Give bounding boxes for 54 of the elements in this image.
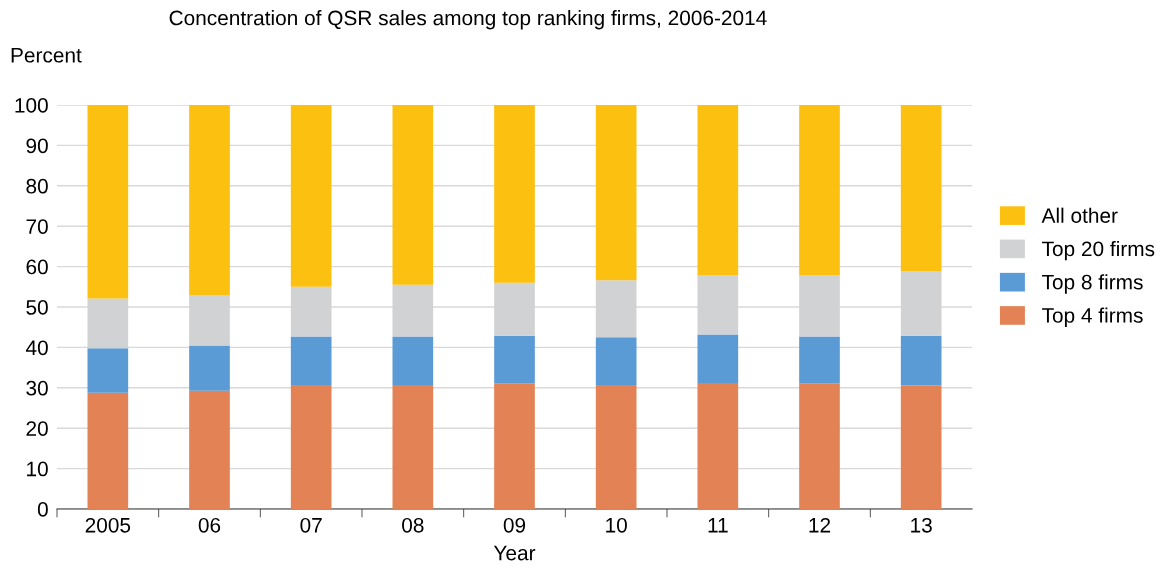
bar: [799, 383, 840, 509]
bar: [290, 105, 332, 287]
chart-title: Concentration of QSR sales among top ranking firms, 2006-2014: [169, 10, 767, 30]
bar: [290, 384, 332, 509]
y-tick-label: 30: [26, 380, 48, 396]
y-tick-label: 100: [15, 98, 48, 113]
y-tick-label: 70: [26, 219, 48, 234]
bar: [392, 105, 434, 285]
y-tick-label: 80: [26, 178, 48, 194]
y-axis-title: Percent: [11, 48, 82, 63]
bar: [595, 384, 637, 509]
bar: [87, 392, 129, 509]
bar: [595, 105, 637, 281]
legend-label: Top 8 firms: [1042, 274, 1143, 294]
bar: [697, 334, 739, 383]
y-tick-label: 40: [25, 340, 48, 356]
legend-label: Top 4 firms: [1042, 307, 1143, 327]
bar: [900, 385, 942, 509]
y-tick-label: 20: [26, 421, 48, 436]
y-tick-label: 10: [27, 461, 48, 477]
x-tick-label: 13: [911, 517, 932, 533]
x-tick-label: 09: [503, 517, 526, 533]
y-tick-label: 0: [37, 502, 48, 517]
bar: [900, 335, 942, 386]
bar: [697, 105, 739, 276]
x-tick-label: 2005: [85, 517, 131, 533]
x-axis-title: Year: [493, 545, 536, 561]
bar: [290, 336, 332, 385]
bar: [87, 105, 129, 299]
bar: [494, 335, 535, 384]
bar: [799, 336, 840, 384]
bar: [799, 105, 840, 276]
bar: [494, 383, 535, 509]
bar: [189, 105, 230, 295]
legend-label: Top 20 firms: [1042, 240, 1155, 261]
x-tick-label: 12: [809, 517, 831, 533]
x-tick-label: 06: [198, 517, 221, 533]
legend-label: All other: [1041, 207, 1118, 223]
bar: [87, 348, 129, 393]
y-tick-label: 90: [26, 138, 48, 154]
x-tick-label: 07: [300, 517, 322, 533]
y-tick-label: 50: [26, 300, 48, 315]
x-tick-label: 10: [606, 517, 627, 533]
bar: [595, 337, 637, 385]
bar: [392, 384, 434, 509]
bar: [494, 105, 535, 283]
x-tick-label: 11: [708, 518, 728, 533]
y-tick-label: 60: [26, 259, 48, 275]
bar: [392, 336, 434, 385]
x-tick-label: 08: [402, 517, 424, 533]
bar: [697, 382, 739, 509]
bar: [189, 390, 230, 509]
bar: [900, 105, 942, 272]
bar: [189, 345, 230, 391]
